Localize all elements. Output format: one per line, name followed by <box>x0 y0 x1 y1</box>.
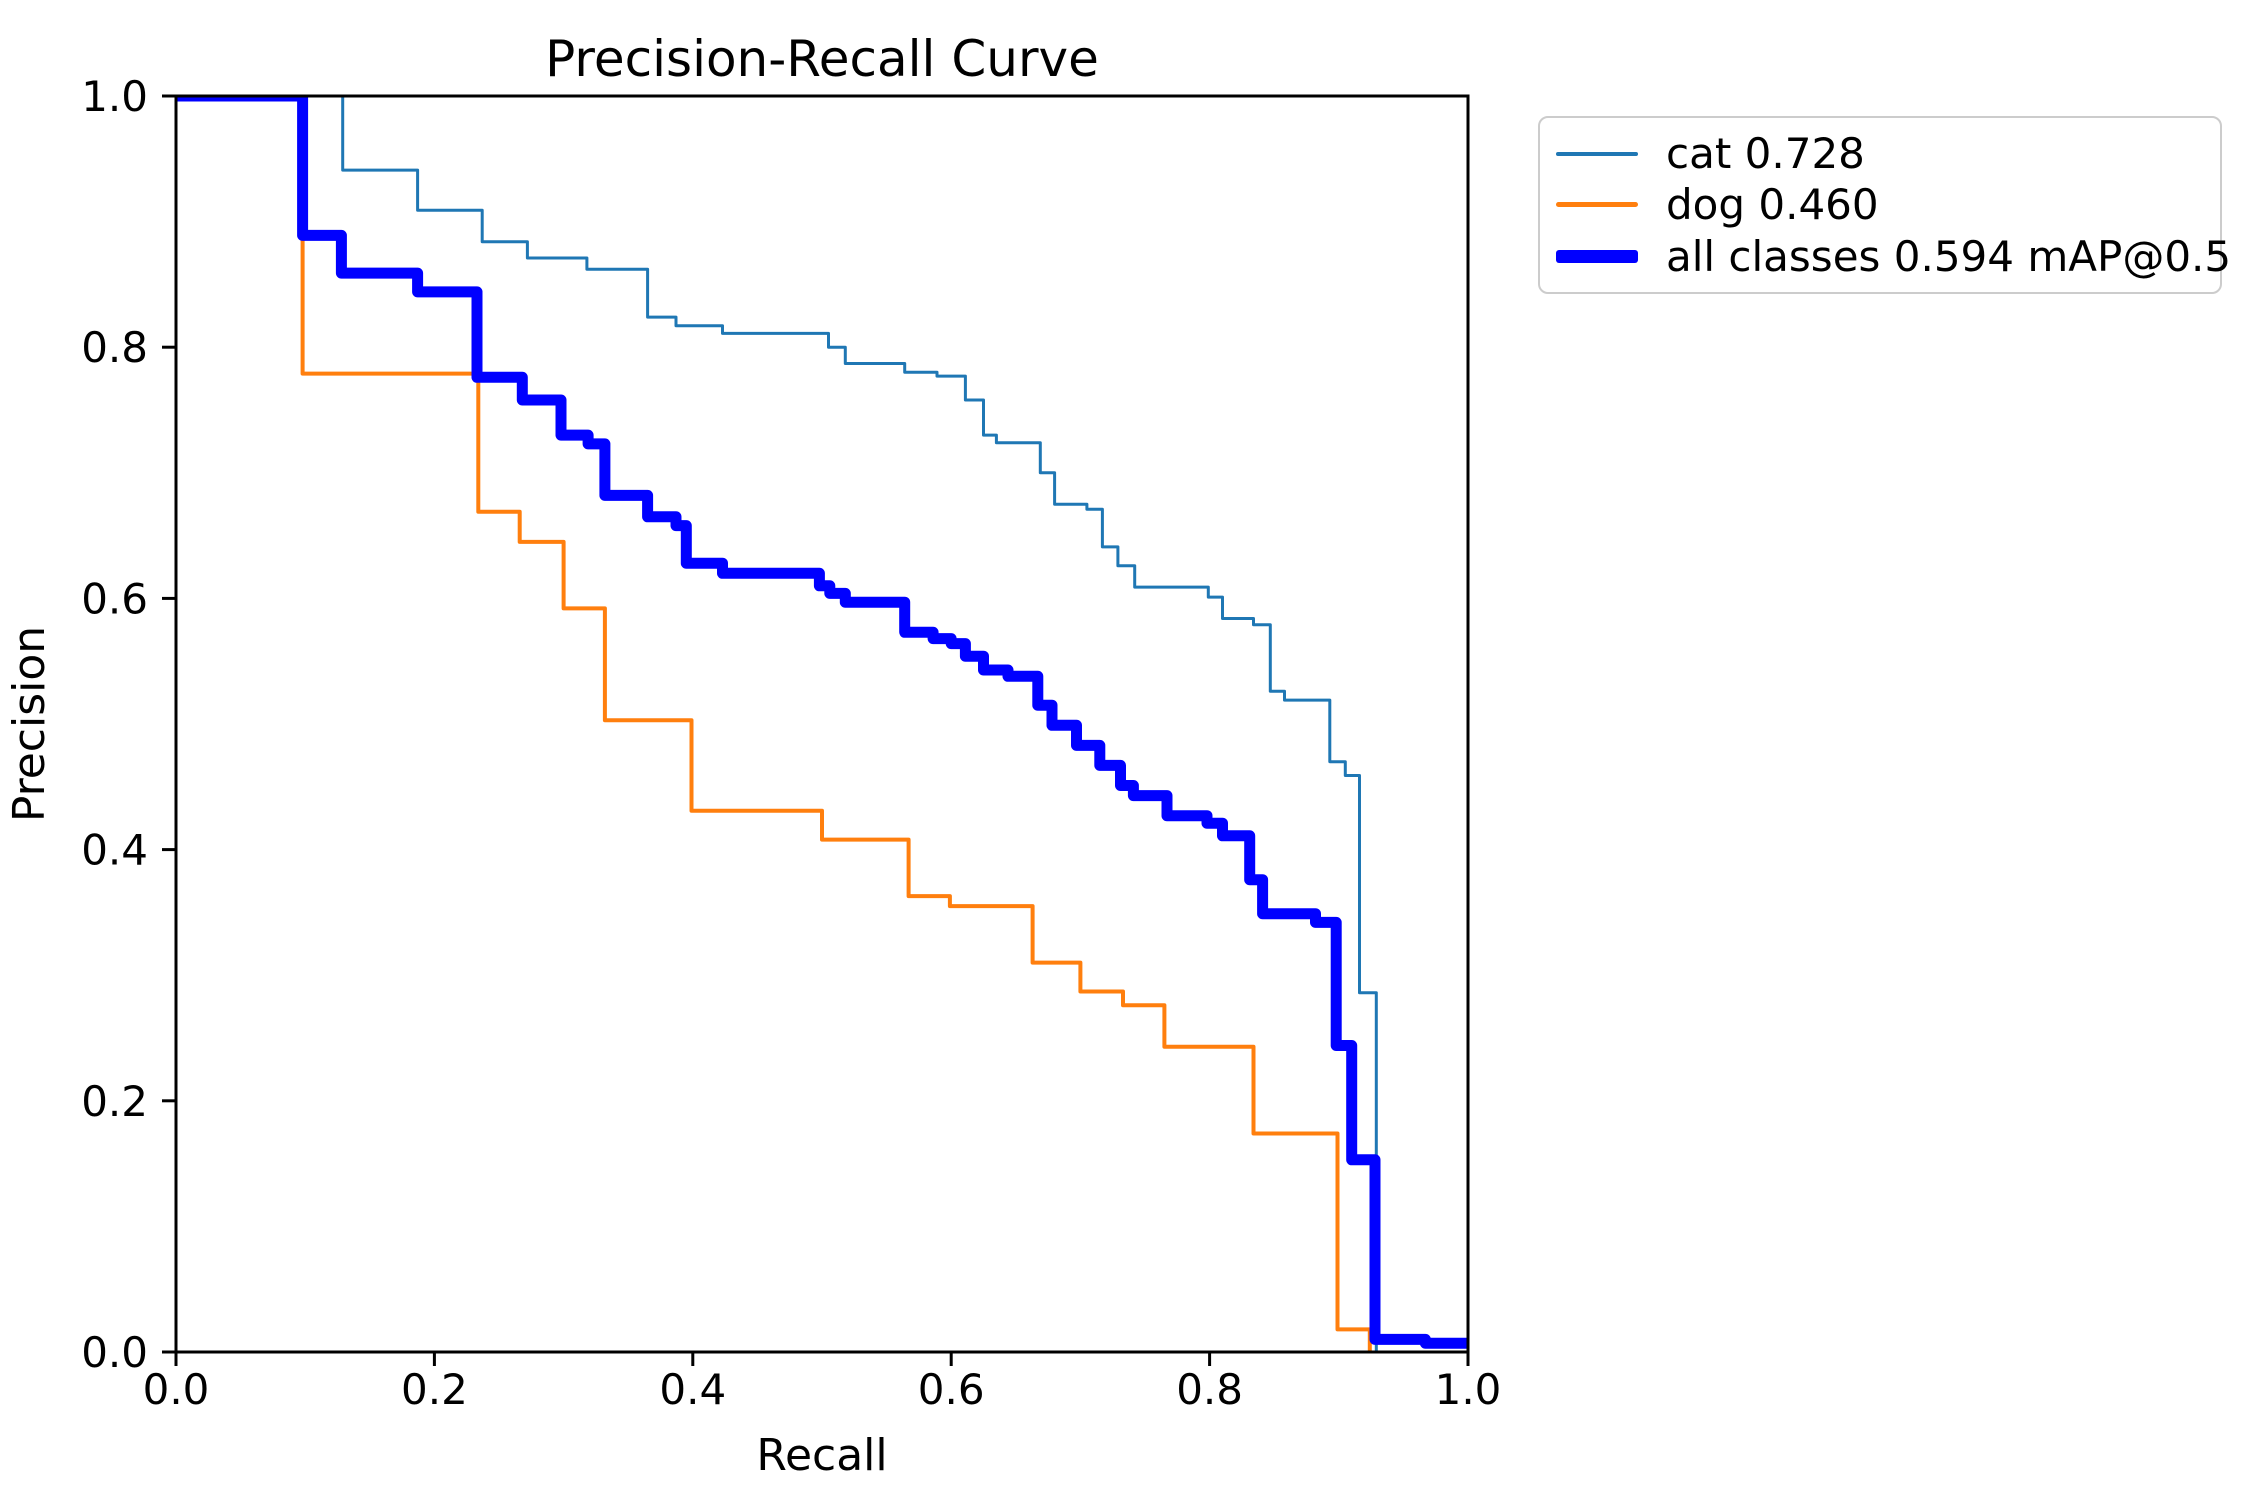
legend-label-cat: cat 0.728 <box>1666 129 1865 179</box>
legend-line-sample-cat <box>1556 151 1638 156</box>
curve-cat <box>176 96 1378 1352</box>
curves-layer <box>176 96 1468 1352</box>
axes-spines <box>174 94 1470 1354</box>
x-tick-label-0.0: 0.0 <box>143 1365 210 1414</box>
x-axis-label: Recall <box>756 1430 887 1481</box>
y-tick-label-0.8: 0.8 <box>81 323 148 372</box>
axis-labels-layer: 0.0 0.2 0.4 0.6 0.8 1.0 0.0 0.2 0.4 0.6 0.8 1.0 Reca… <box>4 72 1501 1481</box>
y-tick-label-0.0: 0.0 <box>81 1328 148 1377</box>
x-tick-label-1.0: 1.0 <box>1435 1365 1502 1414</box>
legend: cat 0.728 dog 0.460 all classes 0.594 mA… <box>1538 116 2231 294</box>
y-tick-label-1.0: 1.0 <box>81 72 148 121</box>
x-tick-label-0.4: 0.4 <box>659 1365 726 1414</box>
legend-item-cat: cat 0.728 <box>1556 128 2220 179</box>
axes-layer <box>162 94 1470 1366</box>
y-axis-label: Precision <box>4 626 55 822</box>
legend-label-all-classes: all classes 0.594 mAP@0.5 <box>1666 231 2232 281</box>
legend-item-all-classes: all classes 0.594 mAP@0.5 <box>1556 231 2231 282</box>
y-tick-label-0.4: 0.4 <box>81 826 148 875</box>
legend-line-sample-dog <box>1556 202 1638 208</box>
curve-all-classes <box>176 96 1468 1349</box>
curve-dog <box>176 96 1372 1352</box>
chart-title: Precision-Recall Curve <box>545 30 1099 88</box>
y-tick-label-0.2: 0.2 <box>81 1077 148 1126</box>
legend-line-sample-all-classes <box>1556 249 1638 263</box>
y-tick-label-0.6: 0.6 <box>81 574 148 623</box>
x-tick-label-0.8: 0.8 <box>1176 1365 1243 1414</box>
legend-item-dog: dog 0.460 <box>1556 179 2220 230</box>
x-tick-label-0.2: 0.2 <box>401 1365 468 1414</box>
x-tick-label-0.6: 0.6 <box>918 1365 985 1414</box>
legend-label-dog: dog 0.460 <box>1666 180 1879 230</box>
